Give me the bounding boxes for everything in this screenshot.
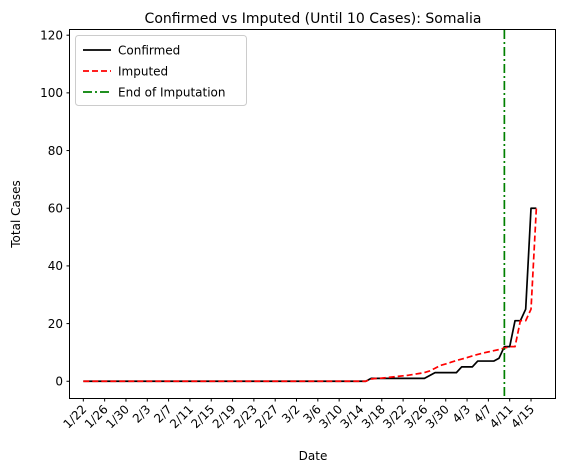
y-axis: 0 20 40 60 80 100 120	[40, 28, 70, 389]
legend-label-imputed: Imputed	[118, 65, 168, 79]
legend: Confirmed Imputed End of Imputation	[75, 35, 247, 106]
y-tick-label: 40	[48, 259, 63, 273]
y-axis-label: Total Cases	[9, 180, 23, 248]
series-layer	[83, 207, 538, 383]
y-tick-label: 20	[48, 317, 63, 331]
x-tick-label: 3/2	[279, 402, 303, 426]
x-axis: 1/221/261/302/32/72/112/152/192/232/273/…	[60, 398, 537, 431]
x-tick-label: 2/3	[130, 402, 154, 426]
legend-label-end-of-imputation: End of Imputation	[118, 86, 226, 100]
chart-title: Confirmed vs Imputed (Until 10 Cases): S…	[145, 11, 482, 27]
x-axis-label: Date	[299, 449, 328, 463]
x-tick-label: 1/30	[103, 402, 132, 431]
x-tick-label: 4/3	[450, 402, 474, 426]
y-tick-label: 0	[55, 375, 63, 389]
x-tick-label: 2/27	[252, 402, 281, 431]
y-tick-label: 80	[48, 144, 63, 158]
x-tick-label: 4/15	[508, 402, 537, 431]
y-tick-label: 100	[40, 86, 63, 100]
y-tick-label: 60	[48, 202, 63, 216]
legend-label-confirmed: Confirmed	[118, 44, 180, 58]
y-tick-label: 120	[40, 28, 63, 42]
series-line-imputed	[83, 208, 538, 383]
plot-frame	[69, 29, 556, 399]
x-tick-label: 3/30	[423, 402, 452, 431]
series-line-confirmed	[83, 207, 537, 383]
legend-frame	[75, 35, 247, 106]
